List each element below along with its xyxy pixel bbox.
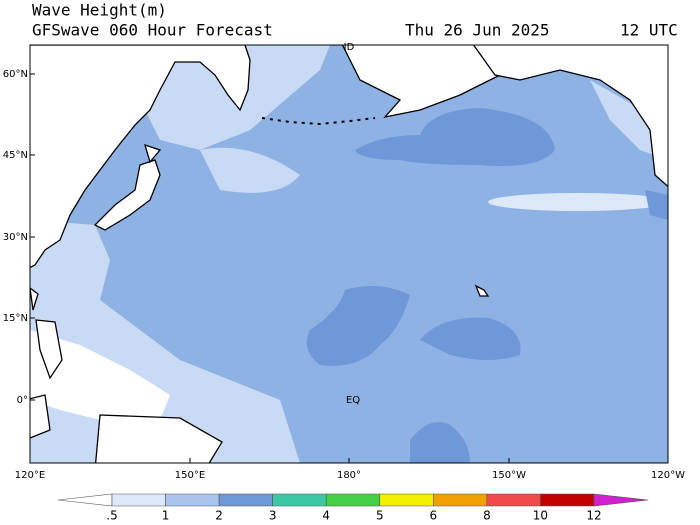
lat-label: 60°N [3,69,28,80]
lon-label: 150°E [175,470,205,481]
colorbar-label: 2 [215,509,223,523]
colorbar-label: 5 [376,509,384,523]
colorbar: .5 1 2 3 4 5 6 8 10 12 [57,493,649,523]
lat-label: 15°N [3,313,28,324]
lon-label: 120°E [15,470,45,481]
lat-label: 30°N [3,232,28,243]
colorbar-label: 12 [586,509,601,523]
colorbar-label: 6 [430,509,438,523]
colorbar-label: 4 [322,509,330,523]
colorbar-segment [218,493,273,507]
colorbar-segment [57,493,113,507]
colorbar-segment [433,493,488,507]
lon-label: 180° [337,470,361,481]
land-new-guinea [94,414,223,463]
sea-2-3m [420,317,521,360]
land-asia [30,45,251,269]
sea-2-3m [410,422,470,463]
land-hawaii [474,284,490,297]
land-borneo [30,394,51,439]
lon-label: 150°W [492,470,526,481]
land-north-america [472,45,668,188]
lon-label: 120°W [651,470,685,481]
title: Wave Height(m) [32,1,167,20]
colorbar-label: 1 [162,509,170,523]
colorbar-label: 8 [483,509,491,523]
colorbar-segment [111,493,166,507]
colorbar-segment [379,493,434,507]
colorbar-segment [593,493,649,507]
subtitle: GFSwave 060 Hour Forecast [32,21,273,40]
colorbar-segment [272,493,327,507]
colorbar-segment [486,493,541,507]
colorbar-segment [325,493,381,507]
dateline-label: ID [344,42,355,53]
equator-label: EQ [346,395,360,406]
aleutians [261,117,376,126]
colorbar-segment [165,493,220,507]
sea-light [200,147,300,193]
land-hokkaido [144,143,162,164]
axis-ticks: 60°N 45°N 30°N 15°N 0° 120°E 150°E 180° 150°W 120… [3,69,685,481]
colorbar-label: 10 [533,509,548,523]
sea-calm [30,330,170,420]
date: Thu 26 Jun 2025 [405,21,550,40]
land-taiwan [30,287,39,311]
colorbar-label: 3 [269,509,277,523]
colorbar-segment [540,493,595,507]
sea-2-3m [645,190,668,220]
sea-2-3m [306,286,410,366]
lat-label: 0° [17,395,28,406]
sea-light [590,80,668,160]
colorbar-label: .5 [106,509,117,523]
sea-2-3m [355,108,555,166]
map: ID EQ [29,42,669,464]
sea-light [488,193,668,211]
land-philippines [35,319,63,380]
time: 12 UTC [620,21,678,40]
lat-label: 45°N [3,150,28,161]
land-japan [93,159,161,231]
